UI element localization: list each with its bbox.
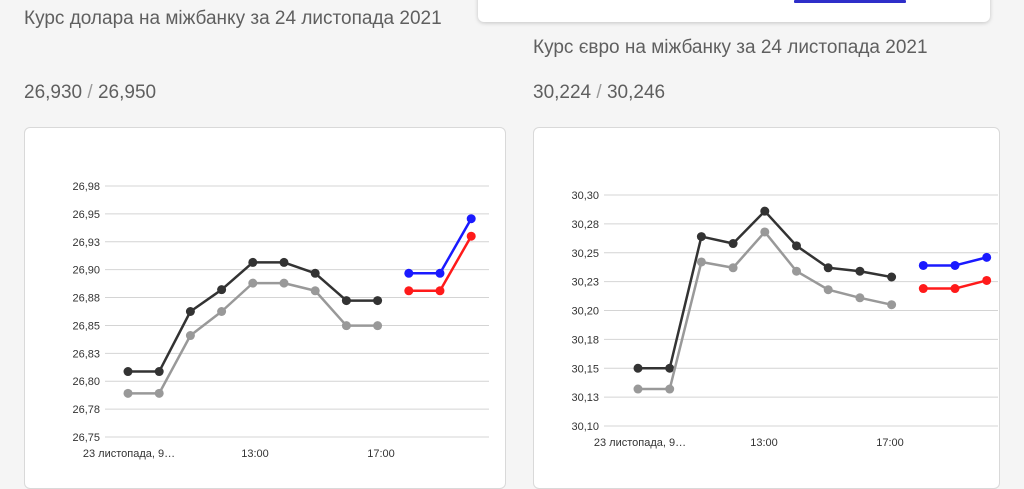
usd-series-1-point xyxy=(154,388,164,398)
usd-y-tick-label: 26,90 xyxy=(72,265,100,277)
usd-series-1-point xyxy=(248,278,258,288)
eur-series-2-point xyxy=(918,260,928,270)
eur-rates: 30,224 / 30,246 xyxy=(533,80,665,106)
eur-chart: 30,10 30,13 30,15 30,18 30,20 30,23 30,25 30,28… xyxy=(571,190,998,449)
usd-series-0-point xyxy=(310,268,320,278)
usd-series-1-point xyxy=(185,331,195,341)
eur-buy-rate: 30,224 xyxy=(533,82,592,103)
eur-series-0-point xyxy=(855,266,865,276)
usd-series-2-point xyxy=(466,214,476,224)
usd-series-0-point xyxy=(217,285,227,295)
usd-buy-rate: 26,930 xyxy=(24,82,83,103)
eur-series-0-point xyxy=(728,239,738,249)
usd-series-1-point xyxy=(310,286,320,296)
usd-y-tick-label: 26,83 xyxy=(72,348,100,360)
usd-y-tick-label: 26,93 xyxy=(72,237,100,249)
eur-y-tick-label: 30,10 xyxy=(571,421,599,433)
eur-y-tick-label: 30,13 xyxy=(571,392,599,404)
eur-series-1-point xyxy=(760,227,770,237)
usd-y-tick-label: 26,95 xyxy=(72,209,100,221)
eur-y-tick-label: 30,18 xyxy=(571,334,599,346)
usd-rate-separator: / xyxy=(87,82,93,103)
usd-series-0-point xyxy=(123,367,133,377)
eur-title: Курс євро на міжбанку за 24 листопада 20… xyxy=(533,37,928,58)
eur-series-1-point xyxy=(887,300,897,310)
eur-y-tick-label: 30,25 xyxy=(571,248,599,260)
eur-series-3-point xyxy=(950,284,960,294)
usd-series-0-point xyxy=(373,296,383,306)
usd-series-1-point xyxy=(279,278,289,288)
usd-series-1-point xyxy=(123,388,133,398)
eur-series-1-point xyxy=(823,285,833,295)
eur-y-tick-label: 30,15 xyxy=(571,363,599,375)
eur-y-tick-label: 30,23 xyxy=(571,277,599,289)
usd-y-tick-label: 26,78 xyxy=(72,404,100,416)
usd-series-0-point xyxy=(185,307,195,316)
eur-series-0-point xyxy=(887,272,897,282)
usd-series-2-point xyxy=(435,268,445,278)
usd-series-3-point xyxy=(435,286,445,296)
usd-series-1-point xyxy=(341,321,351,331)
usd-x-tick-label: 17:00 xyxy=(367,448,395,460)
eur-series-0-point xyxy=(792,241,801,251)
eur-series-1-point xyxy=(792,266,801,276)
usd-series-1-line xyxy=(128,281,378,395)
usd-sell-rate: 26,950 xyxy=(97,82,157,103)
eur-y-tick-label: 30,20 xyxy=(571,306,599,318)
eur-series-1-point xyxy=(728,263,738,273)
usd-title: Курс долара на міжбанку за 24 листопада … xyxy=(24,8,442,29)
eur-y-tick-label: 30,30 xyxy=(571,190,599,202)
usd-rates: 26,930 / 26,950 xyxy=(24,80,156,106)
eur-x-tick-label: 17:00 xyxy=(876,437,904,449)
usd-series-1-point xyxy=(217,307,227,316)
eur-series-3-point xyxy=(982,275,992,285)
usd-y-tick-label: 26,80 xyxy=(72,376,100,388)
eur-series-0-point xyxy=(633,363,643,373)
usd-x-tick-label: 13:00 xyxy=(241,448,269,460)
eur-series-1-point xyxy=(665,384,675,394)
usd-series-3-point xyxy=(404,286,414,296)
popup-accent-bar xyxy=(794,0,906,3)
usd-series-3-line xyxy=(408,235,473,293)
usd-y-tick-label: 26,88 xyxy=(72,293,100,305)
usd-y-tick-label: 26,85 xyxy=(72,320,100,332)
eur-x-tick-label: 13:00 xyxy=(750,437,778,449)
eur-series-2-point xyxy=(982,252,992,262)
eur-y-tick-label: 30,28 xyxy=(571,219,599,231)
eur-series-2-point xyxy=(950,260,960,270)
usd-y-tick-label: 26,98 xyxy=(72,181,100,193)
eur-x-tick-label: 23 листопада, 9… xyxy=(594,437,686,449)
usd-y-tick-label: 26,75 xyxy=(72,432,100,444)
usd-x-tick-label: 23 листопада, 9… xyxy=(83,448,175,460)
usd-chart-card: 26,75 26,78 26,80 26,83 26,85 26,88 26,90 26,93… xyxy=(24,127,506,489)
usd-series-2-line xyxy=(408,218,473,275)
eur-series-0-point xyxy=(823,263,833,273)
eur-series-3-point xyxy=(918,284,928,294)
usd-series-0-point xyxy=(279,257,289,267)
usd-series-1-point xyxy=(373,321,383,331)
usd-series-2-point xyxy=(404,268,414,278)
usd-chart: 26,75 26,78 26,80 26,83 26,85 26,88 26,90 26,93… xyxy=(72,181,489,460)
usd-series-0-point xyxy=(341,296,351,306)
eur-series-0-point xyxy=(760,206,770,216)
eur-series-1-point xyxy=(696,257,706,267)
overlay-popup xyxy=(478,0,990,22)
usd-series-0-point xyxy=(248,257,258,267)
eur-chart-card: 30,10 30,13 30,15 30,18 30,20 30,23 30,25 30,28… xyxy=(533,127,1000,489)
eur-series-0-point xyxy=(696,232,706,242)
usd-series-3-point xyxy=(466,231,476,241)
eur-series-1-point xyxy=(633,384,643,394)
eur-series-0-point xyxy=(665,363,675,373)
eur-rate-separator: / xyxy=(596,82,602,103)
usd-series-0-point xyxy=(154,367,164,377)
eur-series-1-point xyxy=(855,293,865,303)
eur-sell-rate: 30,246 xyxy=(606,82,666,103)
